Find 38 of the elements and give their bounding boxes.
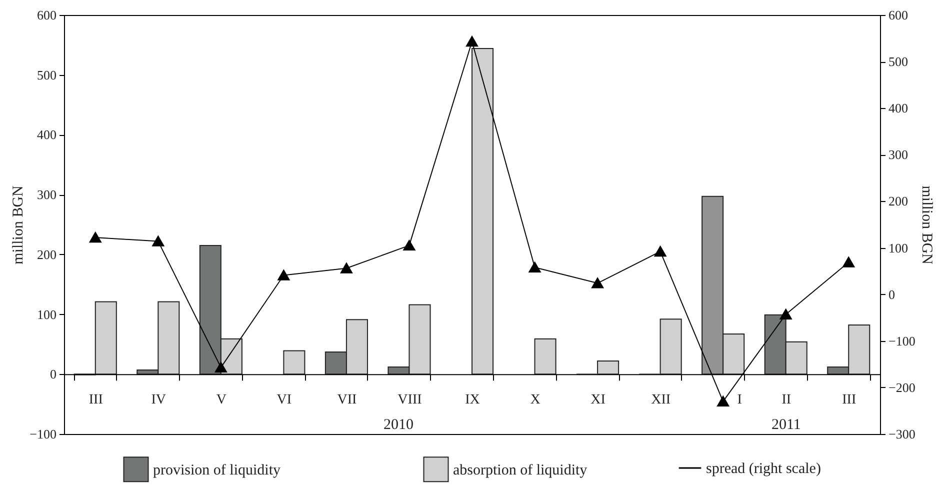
y2-tick-label: −200 [888, 380, 916, 395]
legend-label: absorption of liquidity [453, 462, 588, 478]
x-tick-label: V [216, 392, 226, 408]
y-tick-label: −100 [30, 426, 56, 442]
y2-tick-label: 100 [888, 240, 908, 256]
x-tick-label: III [842, 392, 856, 408]
y-tick-label: 0 [50, 366, 56, 382]
y-tick-label: 100 [37, 306, 56, 322]
y2-axis-title: million BGN [918, 186, 934, 265]
y2-tick-label: 400 [888, 100, 908, 116]
legend-label: spread (right scale) [706, 461, 821, 477]
x-tick-label: X [530, 392, 540, 408]
y2-tick-label: −300 [888, 426, 916, 442]
x-tick-label: XI [590, 392, 606, 408]
y2-tick-label: 0 [888, 286, 895, 302]
x-tick-label: I [737, 392, 742, 408]
x-tick-label: IX [465, 392, 480, 408]
y2-tick-label: 500 [888, 54, 908, 70]
x-tick-label: VI [276, 392, 292, 408]
y-tick-label: 500 [37, 67, 56, 82]
y-axis-title: million BGN [10, 185, 27, 264]
y-tick-label: 600 [37, 8, 56, 22]
y2-tick-label: −100 [888, 333, 916, 348]
legend-label: provision of liquidity [153, 462, 281, 478]
y2-tick-label: 200 [888, 194, 908, 209]
x-tick-label: XII [651, 392, 671, 408]
x-tick-label: II [782, 392, 792, 408]
y2-tick-label: 600 [888, 8, 908, 22]
y-tick-label: 300 [37, 187, 56, 202]
annotation: 2011 [771, 417, 801, 433]
x-tick-label: IV [151, 392, 166, 408]
x-tick-label: VII [337, 392, 358, 408]
x-tick-label: VIII [398, 392, 422, 408]
y-tick-label: 400 [37, 127, 56, 142]
annotation: 2010 [384, 417, 414, 433]
y-tick-label: 200 [37, 246, 56, 262]
y2-tick-label: 300 [888, 147, 908, 162]
x-tick-label: III [88, 392, 104, 408]
